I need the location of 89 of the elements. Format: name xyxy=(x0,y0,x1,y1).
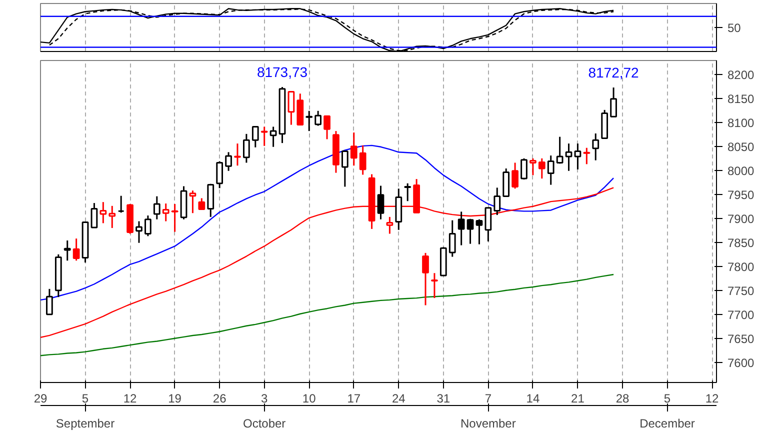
candlestick xyxy=(306,110,313,132)
y-tick-label: 7750 xyxy=(728,284,755,298)
candlestick xyxy=(466,218,474,245)
candlestick xyxy=(270,126,277,148)
x-tick-label: 14 xyxy=(526,392,540,406)
y-tick-label: 8200 xyxy=(728,68,755,82)
y-tick-label: 7950 xyxy=(728,188,755,202)
x-tick-label: 31 xyxy=(436,392,450,406)
candlestick xyxy=(386,216,394,234)
y-tick-label: 7850 xyxy=(728,236,755,250)
candlestick xyxy=(144,214,152,237)
candlestick xyxy=(324,115,330,140)
candlestick xyxy=(216,160,224,189)
y-tick-label: 8000 xyxy=(728,164,755,178)
annotation: 8172,72 xyxy=(588,64,640,81)
candlestick xyxy=(574,142,582,170)
x-tick-label: 28 xyxy=(616,392,630,406)
candlestick xyxy=(225,151,232,172)
candlestick xyxy=(592,132,600,162)
candlestick xyxy=(136,220,142,244)
candlestick xyxy=(404,182,412,202)
candlestick xyxy=(476,218,483,246)
text: September xyxy=(56,416,115,430)
candlestick xyxy=(610,86,617,118)
annotation: 8173,73 xyxy=(256,64,308,80)
candlestick xyxy=(108,205,116,229)
x-tick-label: 12 xyxy=(123,392,138,406)
candlestick xyxy=(260,126,268,147)
candlestick xyxy=(234,142,241,166)
candlestick xyxy=(100,201,107,224)
y-tick-label: 8050 xyxy=(728,140,755,154)
candlestick xyxy=(252,126,259,148)
candlestick xyxy=(547,154,554,186)
text: October xyxy=(243,416,286,430)
candlestick xyxy=(583,147,590,165)
candlestick xyxy=(350,132,358,166)
candlestick xyxy=(341,150,348,188)
candlestick xyxy=(431,272,438,299)
candlestick xyxy=(422,252,429,306)
candlestick xyxy=(64,240,71,262)
candlestick xyxy=(484,207,492,242)
candlestick xyxy=(90,202,98,228)
candlestick xyxy=(565,142,572,172)
candlestick xyxy=(458,210,465,246)
x-tick-label: 17 xyxy=(347,392,361,406)
x-tick-label: 26 xyxy=(212,392,227,406)
candlestick xyxy=(288,90,295,126)
candlestick xyxy=(556,136,564,164)
candlestick xyxy=(520,158,528,180)
line-series xyxy=(40,274,614,356)
candlestick xyxy=(198,197,206,210)
candlestick xyxy=(538,158,546,180)
x-tick-label: 12 xyxy=(705,392,720,406)
x-tick-label: 24 xyxy=(392,392,406,406)
candlestick xyxy=(162,202,170,222)
candlestick xyxy=(530,158,536,176)
x-tick-label: 29 xyxy=(34,392,48,406)
text: November xyxy=(460,416,516,430)
candlestick xyxy=(448,220,456,258)
x-tick-label: 19 xyxy=(168,392,182,406)
y-tick-label: 7700 xyxy=(728,308,755,322)
candlestick xyxy=(207,183,214,218)
text: December xyxy=(640,416,695,430)
candlestick xyxy=(189,190,196,214)
candlestick xyxy=(314,110,322,127)
candlestick xyxy=(512,162,518,190)
candlestick xyxy=(72,238,80,262)
x-tick-label: 3 xyxy=(261,392,268,406)
x-tick-label: 21 xyxy=(571,392,585,406)
y-tick-label: 7600 xyxy=(728,356,755,370)
candlestick xyxy=(243,133,250,164)
candlestick xyxy=(359,144,366,176)
y-tick-label: 7650 xyxy=(728,332,755,346)
text: 50 xyxy=(728,21,742,35)
x-tick-label: 10 xyxy=(302,392,316,406)
candlestick xyxy=(118,195,125,214)
candlestick xyxy=(171,203,178,233)
x-tick-label: 7 xyxy=(484,392,492,406)
candlestick xyxy=(377,185,384,220)
x-tick-label: 5 xyxy=(664,392,671,406)
candlestick xyxy=(502,168,510,198)
y-tick-label: 8150 xyxy=(728,92,755,106)
y-tick-label: 8100 xyxy=(728,116,755,130)
candlestick xyxy=(494,186,501,216)
y-tick-label: 7800 xyxy=(728,260,755,274)
x-tick-label: 5 xyxy=(82,392,89,406)
candlestick xyxy=(153,196,160,220)
y-tick-label: 7900 xyxy=(728,212,755,226)
candlestick xyxy=(46,288,53,316)
